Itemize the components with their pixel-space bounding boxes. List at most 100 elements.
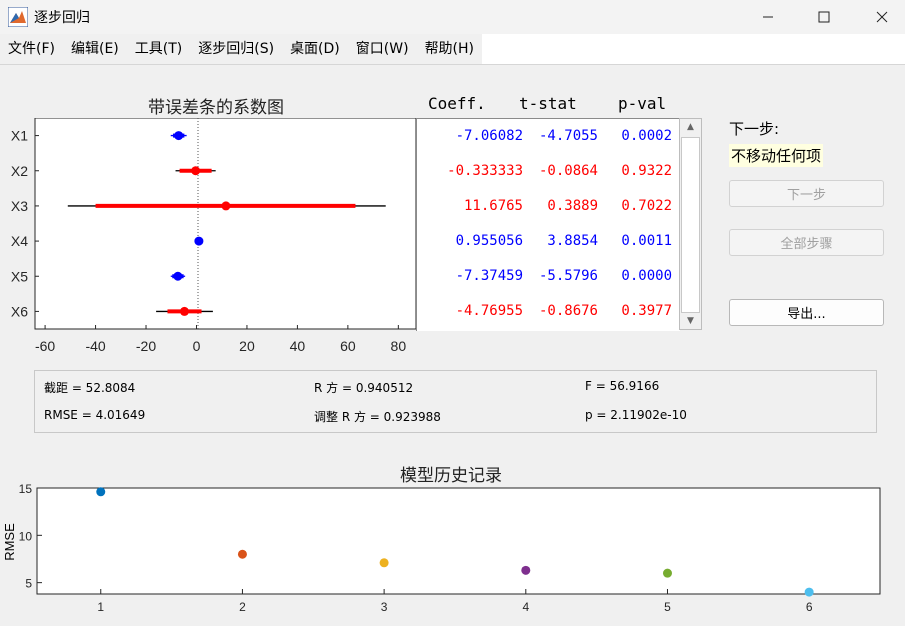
x-tick-label: 1 <box>97 600 104 614</box>
matlab-app-icon <box>8 7 28 27</box>
table-row[interactable]: -0.333333 -0.0864 0.9322 <box>417 154 680 189</box>
coef-point-x6[interactable] <box>179 306 189 316</box>
table-row[interactable]: -7.06082 -4.7055 0.0002 <box>417 119 680 154</box>
coef-point-x3[interactable] <box>221 201 231 211</box>
menu-stepwise[interactable]: 逐步回归(S) <box>198 41 275 57</box>
minimize-icon <box>763 16 773 18</box>
scroll-thumb[interactable] <box>681 137 700 313</box>
table-row[interactable]: -4.76955 -0.8676 0.3977 <box>417 294 680 329</box>
coef-point-x2[interactable] <box>191 166 201 176</box>
window-title: 逐步回归 <box>34 10 90 26</box>
f-stat: F = 56.9166 <box>585 379 660 393</box>
minimize-button[interactable] <box>745 0 791 34</box>
coef-plot-title: 带误差条的系数图 <box>148 98 284 118</box>
x-tick-label: 2 <box>239 600 246 614</box>
next-step-button[interactable]: 下一步 <box>729 180 884 207</box>
scroll-down-arrow-icon[interactable]: ▼ <box>687 316 694 326</box>
col-header-tstat: t-stat <box>519 94 577 113</box>
tstat-cell: 0.3889 <box>547 198 598 214</box>
history-point-1[interactable] <box>96 487 106 497</box>
x-tick-label: 6 <box>806 600 813 614</box>
pval-cell: 0.7022 <box>621 198 672 214</box>
x-tick-label: 4 <box>522 600 529 614</box>
x-tick-label: 5 <box>664 600 671 614</box>
pval-cell: 0.0000 <box>621 268 672 284</box>
title-bar: 逐步回归 <box>0 0 905 34</box>
y-tick-label: X1 <box>11 128 28 144</box>
x-tick-label: 80 <box>391 338 407 354</box>
coef-plot-axes <box>34 118 417 330</box>
pval-cell: 0.3977 <box>621 303 672 319</box>
x-tick-label: 40 <box>290 338 306 354</box>
col-header-coeff: Coeff. <box>428 94 486 113</box>
x-tick-label: 60 <box>340 338 356 354</box>
pval-cell: 0.0002 <box>621 128 672 144</box>
rmse-stat: RMSE = 4.01649 <box>44 408 146 422</box>
history-plot-axes <box>36 487 881 595</box>
history-plot-title: 模型历史记录 <box>400 466 502 486</box>
table-scrollbar[interactable]: ▲ ▼ <box>679 118 702 330</box>
y-tick-label: 15 <box>19 482 33 496</box>
coeff-cell: -7.37459 <box>455 268 523 284</box>
close-button[interactable] <box>859 0 905 34</box>
history-ylabel: RMSE <box>2 523 17 561</box>
menu-window[interactable]: 窗口(W) <box>355 41 409 57</box>
pval-cell: 0.0011 <box>621 233 672 249</box>
coefficient-plot[interactable]: X1 X2 X3 X4 X5 X6 -60 -40 -20 0 20 40 60 80 <box>0 118 420 358</box>
tstat-cell: -5.5796 <box>538 268 598 284</box>
coeff-cell: -4.76955 <box>455 303 523 319</box>
col-header-pval: p-val <box>618 94 667 113</box>
tstat-cell: -4.7055 <box>538 128 598 144</box>
next-step-label: 下一步: <box>729 120 780 138</box>
x-tick-label: -40 <box>85 338 105 354</box>
maximize-icon <box>818 11 830 23</box>
y-tick-label: X2 <box>11 163 28 179</box>
x-tick-label: 20 <box>239 338 255 354</box>
r-squared-stat: R 方 = 0.940512 <box>314 381 414 395</box>
menu-desktop[interactable]: 桌面(D) <box>290 41 340 57</box>
x-tick-label: 3 <box>381 600 388 614</box>
close-icon <box>876 11 888 23</box>
coef-point-x4[interactable] <box>194 236 204 246</box>
p-value-stat: p = 2.11902e-10 <box>585 408 687 422</box>
history-point-5[interactable] <box>662 568 672 578</box>
menu-file[interactable]: 文件(F) <box>8 41 55 57</box>
menu-bar: 文件(F) 编辑(E) 工具(T) 逐步回归(S) 桌面(D) 窗口(W) 帮助… <box>0 34 905 65</box>
adj-r-squared-stat: 调整 R 方 = 0.923988 <box>314 410 441 424</box>
coeff-cell: -7.06082 <box>455 128 523 144</box>
tstat-cell: 3.8854 <box>547 233 598 249</box>
model-history-plot[interactable]: RMSE 5 10 15 1 2 3 4 5 6 <box>0 480 905 626</box>
maximize-button[interactable] <box>801 0 847 34</box>
y-tick-label: X6 <box>11 303 28 319</box>
y-tick-label: X4 <box>11 233 28 249</box>
all-steps-button[interactable]: 全部步骤 <box>729 229 884 256</box>
scroll-up-arrow-icon[interactable]: ▲ <box>687 122 694 132</box>
intercept-stat: 截距 = 52.8084 <box>44 381 136 395</box>
menu-edit[interactable]: 编辑(E) <box>70 41 119 57</box>
menu-tools[interactable]: 工具(T) <box>134 41 183 57</box>
coeff-cell: 11.6765 <box>463 198 523 214</box>
history-point-6[interactable] <box>804 587 814 597</box>
coefficient-table: -7.06082 -4.7055 0.0002 -0.333333 -0.086… <box>416 118 680 331</box>
y-tick-label: X5 <box>11 268 28 284</box>
tstat-cell: -0.8676 <box>538 303 598 319</box>
history-point-2[interactable] <box>237 549 247 559</box>
table-row[interactable]: -7.37459 -5.5796 0.0000 <box>417 259 680 294</box>
table-row[interactable]: 0.955056 3.8854 0.0011 <box>417 224 680 259</box>
y-tick-label: 5 <box>25 577 32 591</box>
history-point-4[interactable] <box>521 565 531 575</box>
coef-point-x5[interactable] <box>173 271 183 281</box>
menu-help[interactable]: 帮助(H) <box>424 41 475 57</box>
x-tick-label: -20 <box>136 338 156 354</box>
coeff-cell: -0.333333 <box>447 163 523 179</box>
table-row[interactable]: 11.6765 0.3889 0.7022 <box>417 189 680 224</box>
x-tick-label: -60 <box>35 338 55 354</box>
regression-stats-panel: 截距 = 52.8084 R 方 = 0.940512 F = 56.9166 … <box>34 370 877 433</box>
history-point-3[interactable] <box>379 558 389 568</box>
export-button[interactable]: 导出... <box>729 299 884 326</box>
next-step-value: 不移动任何项 <box>729 144 824 167</box>
y-tick-label: X3 <box>11 198 28 214</box>
coef-point-x1[interactable] <box>174 131 184 141</box>
pval-cell: 0.9322 <box>621 163 672 179</box>
coeff-cell: 0.955056 <box>455 233 523 249</box>
